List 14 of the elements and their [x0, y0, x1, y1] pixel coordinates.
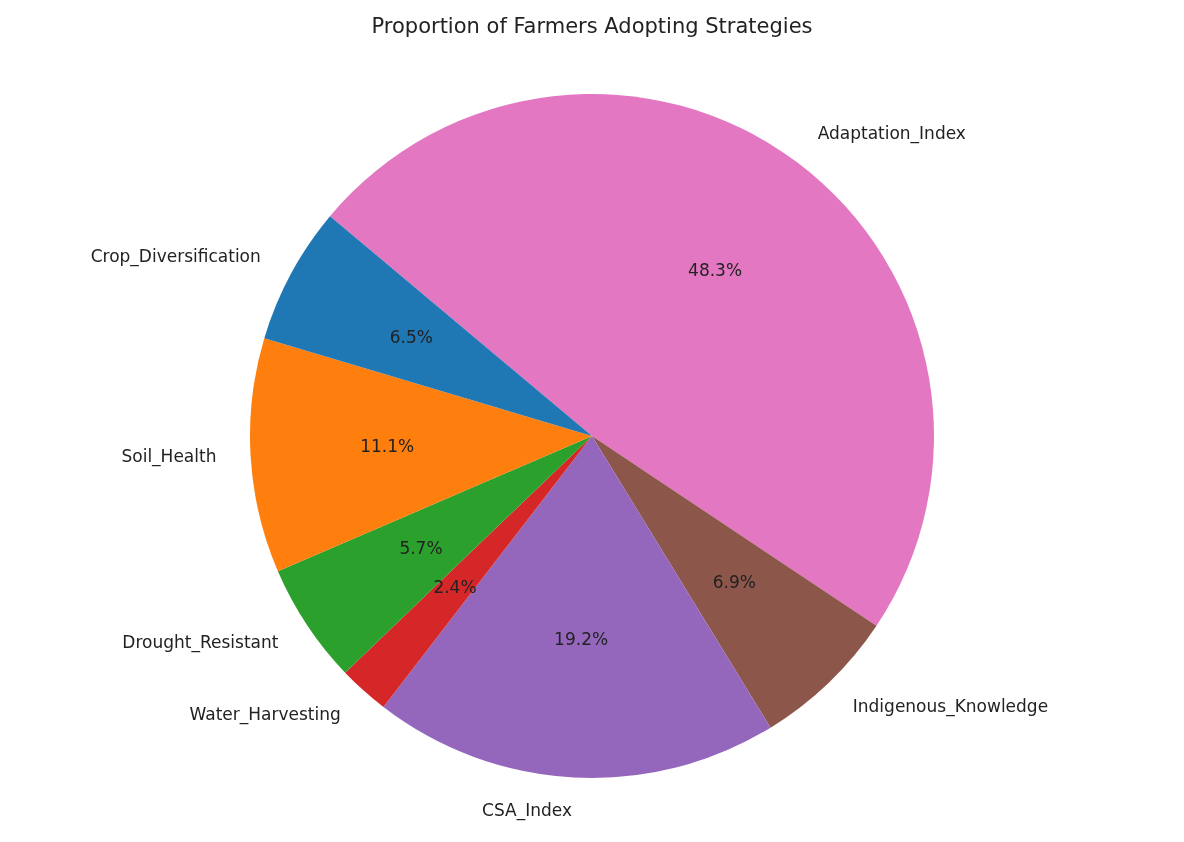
slice-label: Drought_Resistant — [122, 632, 279, 654]
slice-label: Indigenous_Knowledge — [852, 695, 1049, 717]
slice-label: Adaptation_Index — [817, 123, 966, 145]
chart-title: Proportion of Farmers Adopting Strategies — [370, 14, 814, 38]
data-label: 6.5% — [389, 327, 433, 348]
data-label: 19.2% — [554, 629, 609, 650]
slice-label: Crop_Diversification — [90, 246, 261, 267]
data-label: 48.3% — [688, 260, 743, 281]
slice-label: CSA_Index — [482, 800, 572, 822]
data-label: 11.1% — [360, 436, 415, 457]
data-label: 5.7% — [399, 537, 443, 558]
slice-label: Water_Harvesting — [189, 704, 341, 726]
data-label: 6.9% — [712, 572, 756, 593]
slice-label: Soil_Health — [121, 446, 217, 468]
